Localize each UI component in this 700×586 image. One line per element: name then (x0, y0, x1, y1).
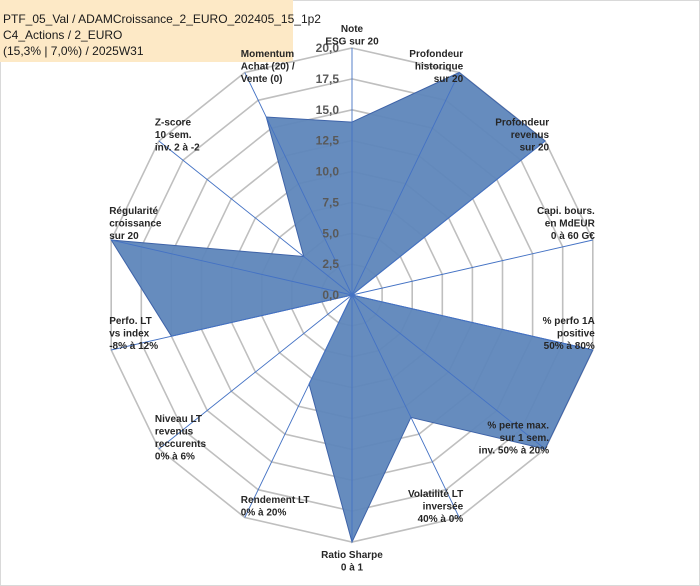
category-label-line: 10 sem. (155, 130, 192, 141)
category-label-line: sur 20 (434, 74, 464, 85)
category-label-line: Note (341, 24, 364, 35)
category-label-line: Ratio Sharpe (321, 550, 383, 561)
category-label-line: croissance (109, 219, 162, 230)
header-asset-class: C4_Actions / 2_EURO (3, 28, 123, 42)
tick-label: 5,0 (322, 226, 339, 240)
category-label-line: Volatilité LT (408, 489, 463, 500)
axis-spoke (351, 294, 460, 518)
category-label-line: 50% à 80% (544, 341, 595, 352)
category-label-line: Profondeur (409, 49, 463, 60)
category-label-line: Niveau LT (155, 414, 202, 425)
category-label: Momentum Achat (20) /Vente (0) (241, 49, 295, 85)
category-label-line: % perte max. (487, 420, 549, 431)
category-label-line: 40% à 0% (418, 514, 464, 525)
category-label-line: Momentum (241, 49, 294, 60)
radar-spokes (111, 48, 593, 542)
category-label-line: revenus (511, 130, 550, 141)
category-label-line: revenus (155, 427, 194, 438)
category-label-line: Achat (20) / (241, 62, 295, 73)
category-label-line: sur 20 (520, 143, 550, 154)
tick-label: 10,0 (316, 165, 340, 179)
category-label: % perte max. sur 1 sem.inv. 50% à 20% (479, 420, 550, 456)
axis-spoke (111, 239, 353, 296)
category-label-line: sur 1 sem. (500, 433, 550, 444)
category-label-line: Perfo. LT (109, 316, 152, 327)
axis-spoke (244, 294, 353, 518)
axis-spoke (351, 140, 546, 296)
tick-label: 0,0 (322, 288, 339, 302)
category-label-line: -8% à 12% (109, 341, 158, 352)
radar-tick-labels: 0,0 2,5 5,0 7,5 10,0 12,5 15,0 17,5 20,0 (316, 41, 340, 302)
category-label-line: inversée (423, 501, 464, 512)
category-label: Ratio Sharpe 0 à 1 (321, 550, 383, 574)
tick-label: 12,5 (316, 134, 340, 148)
header-stats: (15,3% | 7,0%) / 2025W31 (3, 44, 144, 58)
category-label-line: Régularité (109, 206, 158, 217)
category-label: Perfo. LT vs index-8% à 12% (109, 316, 158, 352)
axis-spoke (244, 72, 353, 296)
category-label-line: Profondeur (495, 118, 549, 129)
axis-spoke (158, 140, 353, 296)
category-label-line: Z-score (155, 118, 192, 129)
tick-label: 2,5 (322, 257, 339, 271)
header-portfolio: PTF_05_Val / ADAMCroissance_2_EURO_20240… (3, 12, 321, 26)
category-label-line: 0% à 6% (155, 452, 195, 463)
category-label-line: 0% à 20% (241, 508, 287, 519)
axis-spoke (158, 294, 353, 450)
axis-spoke (351, 72, 460, 296)
category-label-line: 0 à 60 G€ (551, 231, 595, 242)
tick-label: 17,5 (316, 72, 340, 86)
category-label-line: vs index (109, 329, 149, 340)
category-label: Note ESG sur 20 (325, 24, 379, 48)
category-label-line: Vente (0) (241, 74, 283, 85)
category-label-line: sur 20 (109, 231, 139, 242)
tick-label: 7,5 (322, 195, 339, 209)
category-label: Rendement LT 0% à 20% (241, 495, 310, 519)
category-label-line: en MdEUR (545, 219, 596, 230)
tick-label: 20,0 (316, 41, 340, 55)
chart-header: PTF_05_Val / ADAMCroissance_2_EURO_20240… (0, 0, 321, 62)
category-label-line: reccurents (155, 439, 207, 450)
category-label-line: Capi. bours. (537, 206, 595, 217)
category-label-line: 0 à 1 (341, 563, 364, 574)
category-label-line: ESG sur 20 (325, 37, 379, 48)
category-label-line: positive (557, 329, 595, 340)
tick-label: 15,0 (316, 103, 340, 117)
category-label-line: historique (415, 62, 464, 73)
category-label-line: inv. 50% à 20% (479, 445, 550, 456)
axis-spoke (351, 239, 593, 296)
category-label-line: inv. 2 à -2 (155, 143, 200, 154)
axis-spoke (351, 294, 593, 351)
axis-spoke (111, 294, 353, 351)
category-label-line: Rendement LT (241, 495, 310, 506)
category-label-line: % perfo 1A (543, 316, 595, 327)
axis-spoke (351, 294, 546, 450)
